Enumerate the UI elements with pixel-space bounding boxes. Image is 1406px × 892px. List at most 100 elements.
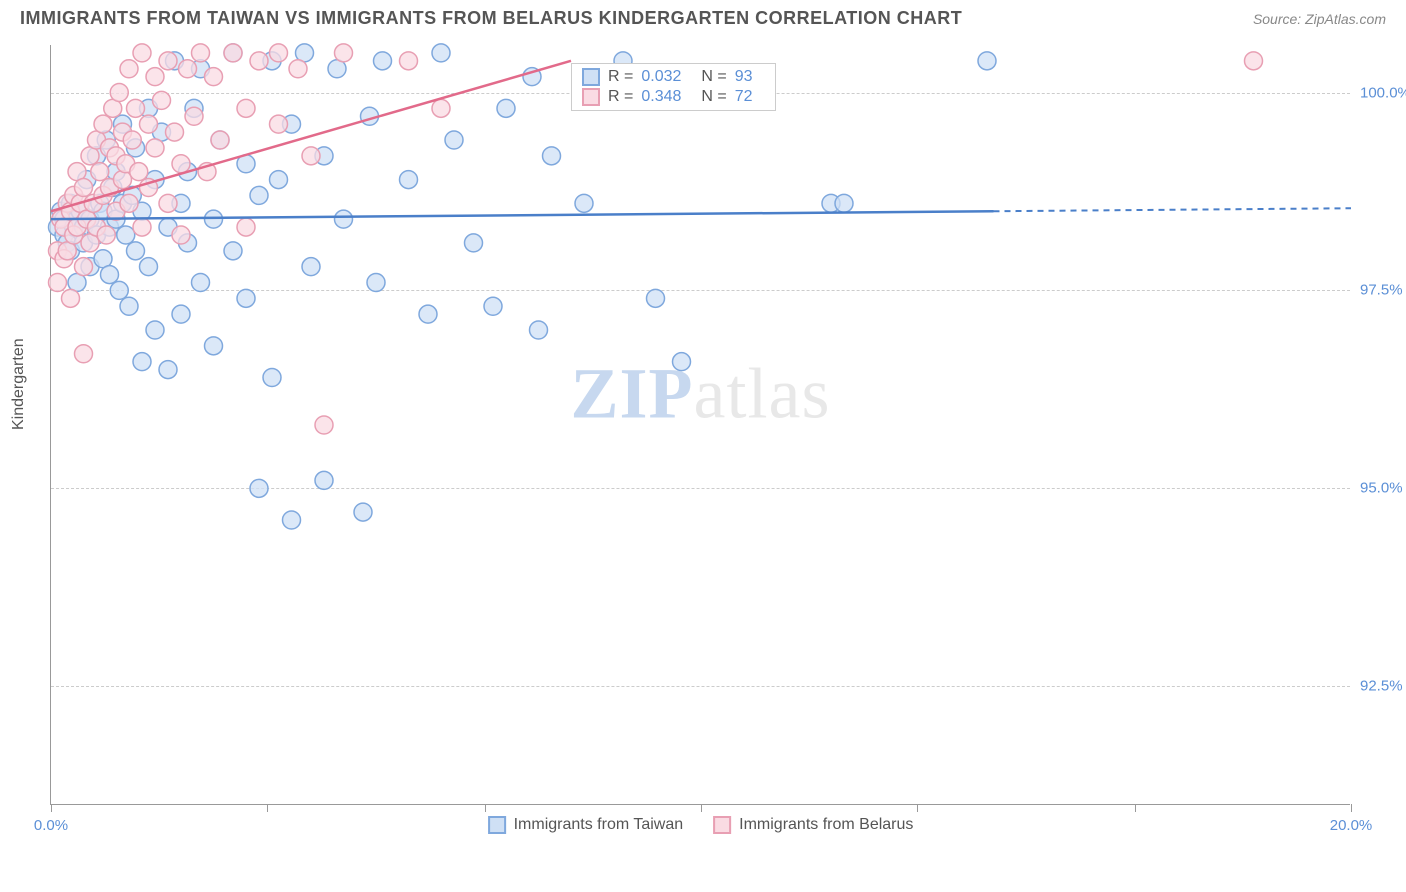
data-point	[302, 258, 320, 276]
data-point	[133, 44, 151, 62]
data-point	[120, 60, 138, 78]
data-point	[75, 345, 93, 363]
data-point	[153, 91, 171, 109]
data-point	[354, 503, 372, 521]
data-point	[250, 479, 268, 497]
x-tick-mark	[485, 804, 486, 812]
data-point	[110, 84, 128, 102]
data-point	[237, 218, 255, 236]
data-point	[497, 99, 515, 117]
x-tick-mark	[701, 804, 702, 812]
y-axis-label: Kindergarten	[10, 338, 28, 430]
trend-line-extrapolated	[994, 208, 1352, 211]
x-tick-mark	[267, 804, 268, 812]
data-point	[114, 171, 132, 189]
x-tick-label: 0.0%	[34, 817, 68, 834]
chart-header: IMMIGRANTS FROM TAIWAN VS IMMIGRANTS FRO…	[0, 0, 1406, 33]
r-value: 0.348	[641, 88, 681, 106]
data-point	[62, 289, 80, 307]
x-tick-label: 20.0%	[1330, 817, 1373, 834]
data-point	[120, 194, 138, 212]
data-point	[270, 44, 288, 62]
legend-item: Immigrants from Belarus	[713, 816, 913, 834]
data-point	[120, 297, 138, 315]
legend-swatch	[713, 816, 731, 834]
data-point	[647, 289, 665, 307]
data-point	[127, 99, 145, 117]
x-tick-mark	[1351, 804, 1352, 812]
trend-line	[51, 211, 994, 219]
data-point	[140, 258, 158, 276]
legend-label: Immigrants from Belarus	[739, 816, 913, 834]
data-point	[270, 171, 288, 189]
data-point	[335, 210, 353, 228]
data-point	[94, 115, 112, 133]
data-point	[133, 218, 151, 236]
data-point	[110, 281, 128, 299]
data-point	[374, 52, 392, 70]
stats-legend-row: R = 0.032N = 93	[582, 68, 765, 86]
data-point	[270, 115, 288, 133]
data-point	[172, 226, 190, 244]
data-point	[133, 353, 151, 371]
data-point	[1245, 52, 1263, 70]
data-point	[75, 258, 93, 276]
source-label: Source: ZipAtlas.com	[1253, 11, 1386, 27]
data-point	[211, 131, 229, 149]
data-point	[205, 210, 223, 228]
data-point	[179, 60, 197, 78]
y-tick-label: 92.5%	[1360, 678, 1406, 695]
legend-swatch	[488, 816, 506, 834]
y-tick-label: 95.0%	[1360, 480, 1406, 497]
data-point	[205, 68, 223, 86]
legend-swatch	[582, 88, 600, 106]
y-tick-label: 97.5%	[1360, 282, 1406, 299]
n-value: 93	[735, 68, 753, 86]
legend-swatch	[582, 68, 600, 86]
data-point	[250, 52, 268, 70]
n-label: N =	[701, 88, 726, 106]
data-point	[237, 99, 255, 117]
data-point	[159, 194, 177, 212]
data-point	[835, 194, 853, 212]
data-point	[367, 274, 385, 292]
data-point	[400, 171, 418, 189]
data-point	[419, 305, 437, 323]
r-label: R =	[608, 88, 633, 106]
data-point	[237, 289, 255, 307]
chart-title: IMMIGRANTS FROM TAIWAN VS IMMIGRANTS FRO…	[20, 8, 962, 29]
r-value: 0.032	[641, 68, 681, 86]
data-point	[166, 123, 184, 141]
n-value: 72	[735, 88, 753, 106]
r-label: R =	[608, 68, 633, 86]
x-tick-mark	[1135, 804, 1136, 812]
data-point	[543, 147, 561, 165]
data-point	[224, 44, 242, 62]
data-point	[978, 52, 996, 70]
data-point	[673, 353, 691, 371]
legend-label: Immigrants from Taiwan	[514, 816, 684, 834]
scatter-plot-svg	[51, 45, 1350, 804]
data-point	[250, 186, 268, 204]
data-point	[192, 44, 210, 62]
data-point	[123, 131, 141, 149]
data-point	[530, 321, 548, 339]
data-point	[172, 305, 190, 323]
data-point	[97, 226, 115, 244]
data-point	[146, 68, 164, 86]
data-point	[146, 321, 164, 339]
data-point	[101, 266, 119, 284]
data-point	[130, 163, 148, 181]
legend-item: Immigrants from Taiwan	[488, 816, 684, 834]
data-point	[49, 274, 67, 292]
data-point	[302, 147, 320, 165]
x-tick-mark	[917, 804, 918, 812]
data-point	[159, 52, 177, 70]
data-point	[335, 44, 353, 62]
data-point	[91, 163, 109, 181]
data-point	[146, 139, 164, 157]
data-point	[432, 44, 450, 62]
data-point	[172, 155, 190, 173]
x-tick-mark	[51, 804, 52, 812]
data-point	[289, 60, 307, 78]
